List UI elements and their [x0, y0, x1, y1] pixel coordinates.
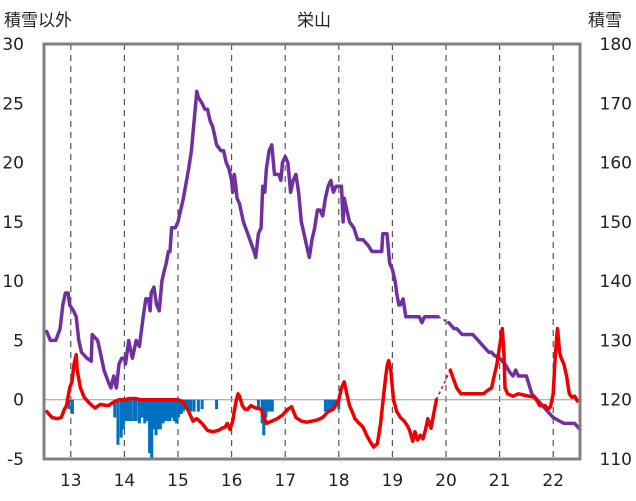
bar-32 — [186, 399, 190, 412]
chart-title: 栄山 — [297, 11, 331, 31]
bar-42 — [266, 399, 270, 412]
bar-15 — [148, 399, 152, 454]
line-series — [44, 89, 582, 449]
left-tick-label: 30 — [2, 35, 24, 55]
x-tick-label: 14 — [114, 471, 136, 491]
bar-36 — [200, 399, 204, 410]
bar-19 — [156, 399, 160, 430]
bar-4 — [119, 399, 123, 438]
temperature-line-0 — [44, 352, 439, 449]
x-axis-ticks: 13 14 15 16 17 18 19 20 21 22 — [60, 471, 564, 491]
bar-41 — [264, 399, 268, 418]
bar-35 — [196, 399, 200, 412]
bar-25 — [170, 399, 174, 418]
bar-21 — [161, 399, 165, 424]
bar-33 — [189, 399, 193, 412]
bar-8 — [129, 399, 133, 422]
bar-20 — [158, 399, 162, 430]
right-tick-label: 120 — [600, 391, 632, 411]
left-tick-label: 10 — [2, 272, 24, 292]
x-tick-label: 21 — [489, 471, 511, 491]
bar-10 — [134, 399, 138, 422]
snow_depth-line-0 — [44, 89, 440, 390]
bar-37 — [215, 399, 219, 410]
vertical-gridlines — [44, 44, 580, 459]
left-tick-label: 20 — [2, 154, 24, 174]
left-tick-label: -5 — [7, 450, 24, 470]
bar-14 — [145, 399, 149, 422]
right-tick-label: 150 — [600, 213, 632, 233]
snow_depth-line-1 — [446, 320, 582, 432]
bar-6 — [123, 399, 127, 422]
bar-45 — [323, 399, 327, 412]
x-tick-label: 13 — [60, 471, 82, 491]
right-tick-label: 160 — [600, 154, 632, 174]
right-tick-label: 170 — [600, 94, 632, 114]
bar-5 — [121, 399, 125, 430]
bar-23 — [165, 399, 169, 422]
bar-13 — [143, 399, 147, 424]
left-tick-label: 15 — [2, 213, 24, 233]
bar-22 — [163, 399, 167, 422]
x-tick-label: 20 — [435, 471, 457, 491]
bar-48 — [331, 399, 335, 410]
right-axis-ticks: 110 120 130 140 150 160 170 180 — [600, 35, 632, 470]
left-tick-label: 5 — [13, 331, 24, 351]
bar-30 — [181, 399, 185, 412]
bar-9 — [132, 399, 136, 422]
bar-44 — [270, 399, 274, 412]
bar-11 — [137, 399, 141, 424]
x-tick-label: 18 — [328, 471, 350, 491]
bar-38 — [256, 399, 260, 410]
bar-27 — [174, 399, 178, 424]
bar-series — [67, 399, 341, 459]
bar-43 — [268, 399, 272, 412]
bar-2 — [113, 399, 117, 418]
left-axis-title: 積雪以外 — [4, 11, 72, 31]
x-tick-label: 16 — [221, 471, 243, 491]
x-tick-label: 22 — [542, 471, 564, 491]
bar-26 — [172, 399, 176, 422]
bar-28 — [177, 399, 181, 418]
bar-0 — [67, 399, 71, 410]
snow_depth-gap-0 — [437, 316, 450, 324]
bar-1 — [70, 399, 74, 414]
bar-16 — [150, 399, 154, 459]
temperature-gap-0 — [435, 369, 451, 401]
right-tick-label: 140 — [600, 272, 632, 292]
right-tick-label: 130 — [600, 331, 632, 351]
bar-34 — [192, 399, 196, 412]
left-tick-label: 0 — [13, 391, 24, 411]
plot-frame — [42, 42, 582, 461]
x-tick-label: 15 — [167, 471, 189, 491]
right-tick-label: 110 — [600, 450, 632, 470]
left-tick-label: 25 — [2, 94, 24, 114]
bar-46 — [326, 399, 330, 412]
temperature-line-1 — [448, 326, 582, 411]
right-tick-label: 180 — [600, 35, 632, 55]
x-tick-label: 19 — [382, 471, 404, 491]
bar-50 — [337, 399, 341, 410]
bar-47 — [329, 399, 333, 410]
bar-29 — [179, 399, 183, 414]
left-axis-ticks: -5 0 5 10 15 20 25 30 — [2, 35, 24, 470]
bar-17 — [152, 399, 156, 430]
bar-12 — [140, 399, 144, 418]
right-axis-title: 積雪 — [588, 11, 622, 31]
bar-3 — [116, 399, 120, 445]
x-tick-label: 17 — [274, 471, 296, 491]
bar-18 — [154, 399, 158, 436]
bar-24 — [168, 399, 172, 422]
bar-7 — [126, 399, 130, 422]
